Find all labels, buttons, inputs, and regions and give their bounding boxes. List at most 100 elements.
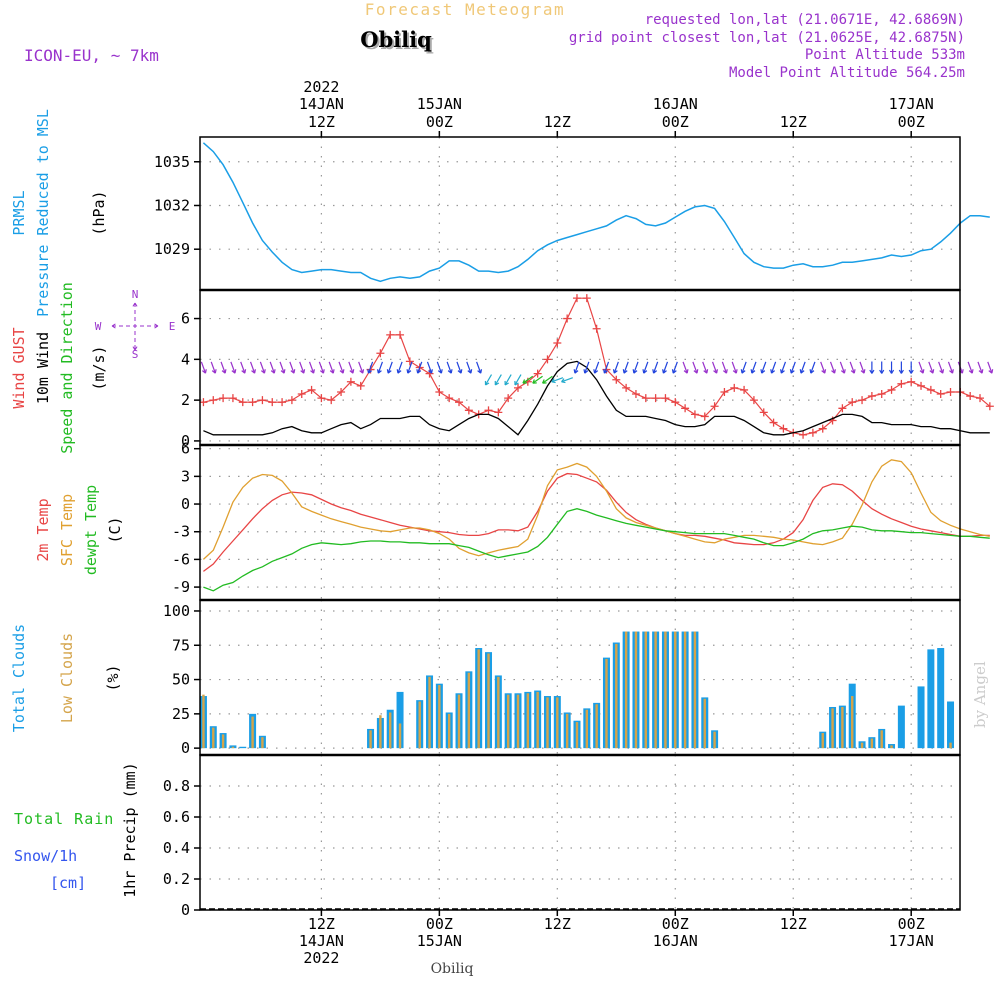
low-clouds-bar [516, 694, 520, 749]
wind-gust-marker [690, 410, 699, 419]
rain-legend: Total Rain [14, 810, 114, 828]
low-clouds-bar [428, 676, 431, 749]
wind-gust-marker [966, 392, 975, 401]
wind-10m-label: 10m Wind [34, 332, 52, 404]
low-clouds-bar [506, 694, 510, 749]
clouds-unit: (%) [104, 664, 122, 691]
wind-gust-marker [917, 381, 926, 390]
y-tick-label: 6 [181, 310, 190, 328]
y-tick-label: 3 [181, 467, 190, 485]
compass-s: S [132, 348, 139, 361]
wind-direction-arrowhead [310, 369, 315, 374]
model-point-altitude: Model Point Altitude 564.25m [729, 65, 965, 81]
wind-gust-label: Wind GUST [10, 327, 28, 408]
wind-direction-arrow [987, 361, 993, 374]
wind-direction-arrowhead [367, 369, 372, 374]
wind-direction-arrowhead [732, 369, 738, 374]
wind-direction-arrow [829, 361, 836, 374]
low-clouds-bar [841, 706, 844, 749]
wind-direction-arrow [584, 361, 590, 374]
wind-gust-marker [219, 394, 228, 403]
wind-direction-arrow [210, 361, 216, 374]
panel-border [199, 444, 961, 601]
total-clouds-bar [396, 691, 404, 749]
y-tick-label: 25 [172, 705, 190, 723]
low-clouds-bar [693, 631, 697, 749]
wind-direction-arrowhead [467, 369, 473, 374]
y-tick-label: 0.6 [163, 808, 190, 826]
wind-direction-arrowhead [522, 379, 527, 384]
wind-direction-arrowhead [583, 369, 589, 374]
wind-direction-arrowhead [447, 369, 453, 374]
wind-gust-marker [671, 398, 680, 407]
low-clouds-bar [526, 693, 530, 749]
wind-gust-marker [346, 377, 355, 386]
pressure-label-1: PRMSL [10, 190, 28, 235]
wind-direction-arrow [407, 361, 413, 374]
low-clouds-bar [212, 727, 215, 749]
wind-direction-arrow [561, 377, 573, 383]
wind-gust-marker [533, 369, 542, 378]
bottom-hour-label: 00Z [662, 915, 689, 933]
temp-2m-label: 2m Temp [34, 498, 52, 561]
panel-border [199, 136, 961, 291]
wind-direction-arrow [476, 361, 482, 374]
wind-gust-marker [228, 394, 237, 403]
low-clouds-bar [369, 730, 372, 749]
wind-direction-arrow [377, 361, 383, 374]
top-hour-label: 12Z [544, 113, 571, 131]
wind-gust-marker [405, 357, 414, 366]
wind-gust-marker [376, 349, 385, 358]
wind-gust-marker [464, 406, 473, 415]
wind-gust-marker [867, 392, 876, 401]
wind-gust-marker [455, 398, 464, 407]
bottom-date-label: 15JAN [417, 932, 462, 950]
wind-gust-marker [808, 428, 817, 437]
low-clouds-bar [447, 713, 451, 749]
wind-gust-marker [730, 383, 739, 392]
wind-gust-marker [877, 390, 886, 399]
wind-direction-arrow [574, 361, 580, 374]
low-clouds-bar [546, 697, 549, 749]
wind-gust-marker [238, 398, 247, 407]
wind-direction-arrow [542, 375, 553, 384]
wind-direction-arrowhead [300, 369, 306, 374]
wind-direction-arrowhead [632, 369, 638, 374]
low-clouds-bar [467, 672, 471, 749]
y-tick-label: 50 [172, 671, 190, 689]
snow-legend: Snow/1h [14, 847, 77, 865]
y-tick-label: 0.8 [163, 777, 190, 795]
wind-gust-marker [838, 404, 847, 413]
wind-direction-arrow [466, 361, 472, 374]
low-clouds-bar [418, 701, 421, 749]
panel-border [199, 754, 961, 911]
wind-direction-arrowhead [949, 369, 954, 374]
low-clouds-bar [860, 742, 864, 749]
wind-direction-arrow [643, 361, 649, 374]
pressure-label-2: Pressure Reduced to MSL [34, 109, 52, 317]
low-clouds-bar [831, 708, 834, 749]
wind-direction-arrowhead [542, 379, 547, 384]
wind-gust-marker [553, 339, 562, 348]
product-title: Forecast Meteogram [365, 0, 565, 19]
wind-direction-arrow [800, 361, 806, 374]
wind-direction-arrowhead [671, 369, 677, 374]
wind-direction-arrow [249, 361, 256, 374]
top-year-label: 2022 [303, 78, 339, 96]
wind-direction-arrowhead [329, 369, 335, 374]
low-clouds-bar [251, 716, 254, 749]
low-clouds-bar [261, 737, 264, 749]
wind-direction-arrow [299, 361, 305, 374]
wind-gust-marker [818, 424, 827, 433]
wind-direction-arrowhead [359, 369, 365, 374]
low-clouds-bar [949, 742, 952, 749]
wind-direction-arrowhead [406, 369, 412, 374]
top-hour-label: 00Z [662, 113, 689, 131]
wind-gust-marker [592, 324, 601, 333]
wind-direction-arrowhead [376, 369, 382, 374]
wind-gust-marker [435, 387, 444, 396]
low-clouds-bar [703, 698, 706, 749]
top-date-label: 16JAN [653, 95, 698, 113]
bottom-hour-label: 00Z [426, 915, 453, 933]
